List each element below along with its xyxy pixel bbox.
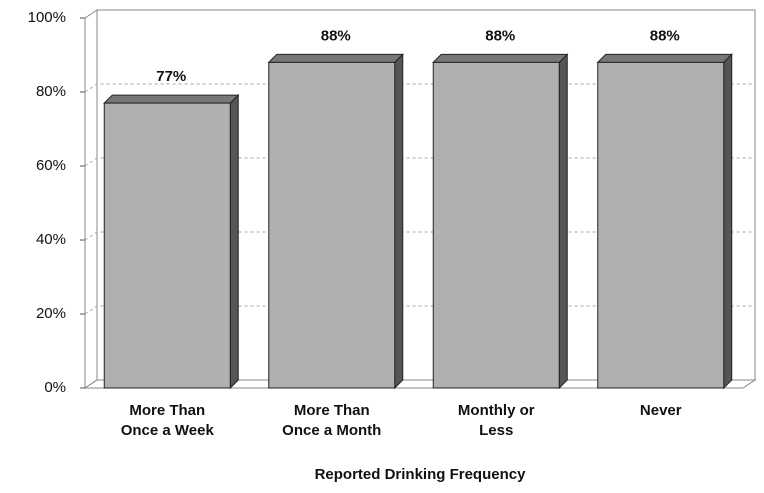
side-wall — [84, 9, 98, 389]
x-tick-label: More Than Once a Month — [282, 402, 382, 439]
y-tick-label: 80% — [36, 83, 66, 100]
value-label: 88% — [650, 27, 680, 44]
grid-line — [84, 157, 755, 167]
bar — [597, 61, 725, 389]
y-tick-label: 40% — [36, 231, 66, 248]
bar-top — [432, 53, 569, 63]
x-tick-label: Never — [639, 402, 682, 419]
value-label: 77% — [156, 68, 186, 85]
value-label: 88% — [485, 27, 515, 44]
grid-line — [84, 231, 755, 241]
y-tick-label: 60% — [36, 157, 66, 174]
bar-side — [558, 53, 568, 390]
bar-side — [229, 93, 239, 390]
bar — [103, 102, 231, 389]
grid-line — [84, 305, 755, 315]
bar — [432, 61, 560, 389]
bar-top — [103, 94, 240, 104]
bar-top — [267, 53, 404, 63]
y-tick-label: 20% — [36, 305, 66, 322]
grid-line — [84, 83, 755, 93]
x-axis-label: Reported Drinking Frequency — [314, 466, 526, 483]
bar-side — [394, 53, 404, 390]
bar-top — [596, 53, 733, 63]
x-tick-label: More Than Once a Week — [120, 402, 214, 439]
bar-side — [723, 53, 733, 390]
y-tick-label: 0% — [44, 379, 66, 396]
x-tick-label: Monthly or Less — [457, 402, 535, 439]
value-label: 88% — [321, 27, 351, 44]
bar — [268, 61, 396, 389]
y-tick-label: 100% — [28, 9, 66, 26]
